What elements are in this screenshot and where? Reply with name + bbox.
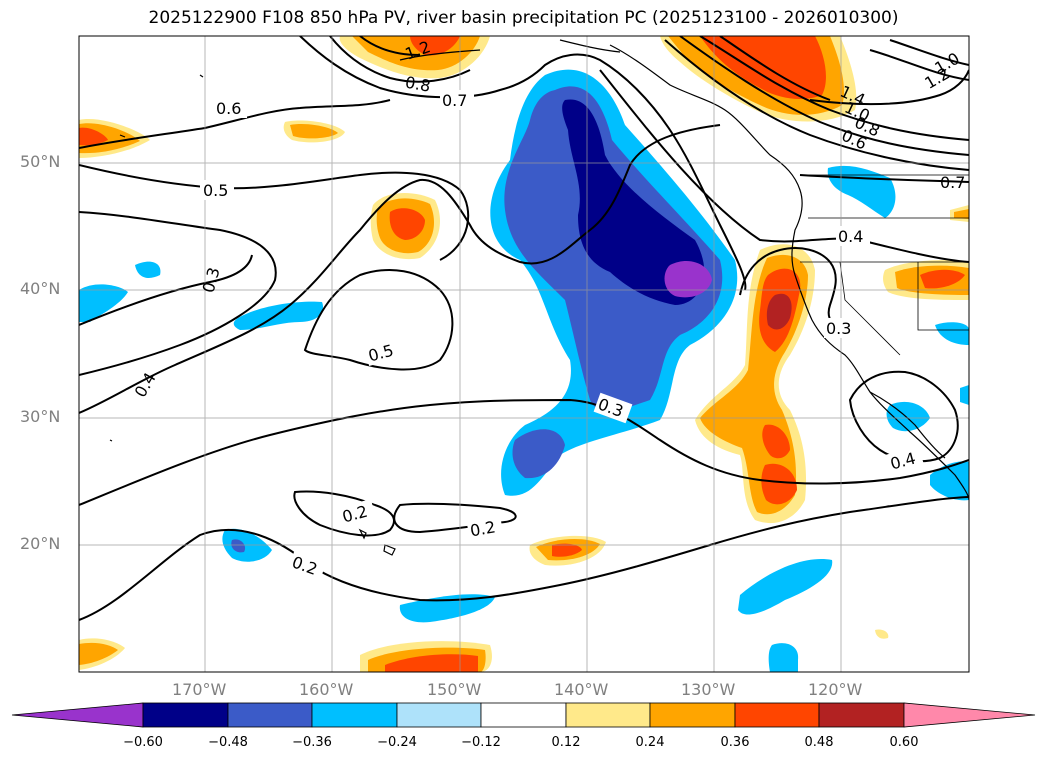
colorbar-tick: 0.12 bbox=[551, 735, 581, 750]
neg-patch bbox=[79, 284, 128, 322]
colorbar-tick: −0.36 bbox=[292, 735, 332, 750]
pos-anomaly-strong2 bbox=[762, 424, 790, 459]
pos-anomaly-strong3 bbox=[761, 463, 797, 505]
contour-0.7 bbox=[299, 36, 747, 291]
contour-label: 0.3 bbox=[826, 319, 851, 338]
pos-patch bbox=[954, 209, 969, 219]
contour-0.2b bbox=[293, 490, 395, 537]
neg-patch bbox=[399, 594, 495, 623]
contour-label: 0.7 bbox=[940, 173, 965, 192]
contour-label: 0.2 bbox=[469, 517, 497, 540]
contour-0.4 bbox=[79, 211, 277, 376]
neg-patch bbox=[960, 385, 969, 405]
neg-anomaly-core bbox=[562, 99, 705, 305]
colorbar-bin bbox=[565, 702, 651, 728]
colorbar-tick: 0.36 bbox=[720, 735, 750, 750]
colorbar-tick: 0.48 bbox=[804, 735, 834, 750]
pos-patch bbox=[552, 543, 582, 557]
contour-label: 0.4 bbox=[838, 227, 863, 246]
contour-label: 0.5 bbox=[203, 181, 228, 200]
colorbar-extend-low bbox=[11, 702, 144, 728]
alaska-islands bbox=[399, 39, 621, 61]
pos-patch bbox=[290, 123, 338, 139]
colorbar-tick: 0.24 bbox=[635, 735, 665, 750]
pos-patch bbox=[79, 642, 118, 665]
colorbar-bin bbox=[649, 702, 736, 728]
lon-label: 160°W bbox=[299, 680, 354, 699]
contour-1.2 bbox=[359, 36, 421, 56]
contour-1.4 bbox=[719, 36, 831, 101]
pos-patch bbox=[920, 269, 965, 289]
colorbar-tick: −0.48 bbox=[208, 735, 248, 750]
colorbar-tick: −0.12 bbox=[461, 735, 501, 750]
colorbar-bin bbox=[311, 702, 398, 728]
hawaii bbox=[358, 528, 396, 556]
lon-label: 130°W bbox=[681, 680, 736, 699]
contour-0.8 bbox=[329, 36, 471, 83]
neg-patch bbox=[768, 643, 799, 672]
neg-patch-core bbox=[231, 539, 246, 553]
baja-coast bbox=[869, 391, 946, 459]
pos-patch bbox=[79, 127, 108, 146]
neg-patch bbox=[930, 461, 969, 501]
contour-1.0-right bbox=[869, 49, 969, 81]
colorbar-bin bbox=[396, 702, 482, 728]
colorbar-extend-high bbox=[903, 702, 1036, 728]
colorbar-tick: 0.60 bbox=[889, 735, 919, 750]
neg-patch bbox=[135, 261, 161, 278]
state-borders bbox=[800, 174, 969, 356]
colorbar-bin bbox=[142, 702, 229, 728]
neg-anomaly-mid2 bbox=[512, 429, 565, 479]
lon-label: 120°W bbox=[808, 680, 863, 699]
pos-anomaly-core bbox=[766, 293, 792, 330]
colorbar-tick: −0.60 bbox=[123, 735, 163, 750]
contour-0.6 bbox=[79, 99, 391, 149]
colorbar-bin bbox=[734, 702, 820, 728]
neg-anomaly-peak bbox=[664, 260, 712, 298]
contour-1.0-top bbox=[699, 36, 969, 141]
colorbar-bin bbox=[227, 702, 313, 728]
contour-0.7c bbox=[809, 69, 969, 106]
pos-patch bbox=[410, 36, 460, 56]
lat-label: 20°N bbox=[20, 534, 61, 553]
neg-patch bbox=[233, 301, 324, 330]
colorbar-bin bbox=[480, 702, 567, 728]
lat-label: 50°N bbox=[20, 152, 61, 171]
contour-label: 0.7 bbox=[442, 91, 467, 110]
pv-contours bbox=[79, 36, 969, 621]
contour-label: 0.8 bbox=[404, 73, 432, 96]
colorbar bbox=[11, 702, 1036, 728]
contour-0.5d bbox=[599, 69, 969, 263]
lon-label: 140°W bbox=[554, 680, 609, 699]
contour-0.4c bbox=[848, 370, 959, 463]
contour-0.8b bbox=[679, 36, 969, 156]
map-title: 2025122900 F108 850 hPa PV, river basin … bbox=[148, 8, 899, 28]
lon-label: 150°W bbox=[427, 680, 482, 699]
contour-0.7b bbox=[799, 174, 969, 183]
lon-label: 170°W bbox=[172, 680, 227, 699]
lat-label: 30°N bbox=[20, 407, 61, 426]
colorbar-tick: −0.24 bbox=[377, 735, 417, 750]
contour-1.2-right bbox=[889, 39, 969, 66]
contour-0.5b bbox=[79, 254, 253, 326]
pos-patch bbox=[385, 654, 478, 672]
contour-0.5 bbox=[79, 164, 470, 261]
neg-patch bbox=[935, 322, 969, 345]
lat-label: 40°N bbox=[20, 279, 61, 298]
neg-patch bbox=[738, 559, 833, 615]
north-america-coast bbox=[609, 44, 969, 501]
contour-0.3 bbox=[79, 398, 969, 506]
pos-patch bbox=[875, 629, 889, 639]
contour-label: 0.6 bbox=[216, 99, 241, 118]
colorbar-bin bbox=[818, 702, 905, 728]
gridlines bbox=[79, 36, 969, 672]
contour-0.4b bbox=[79, 124, 721, 414]
contour-0.5c bbox=[303, 269, 454, 371]
pos-patch bbox=[389, 208, 425, 240]
map-frame bbox=[78, 35, 970, 673]
